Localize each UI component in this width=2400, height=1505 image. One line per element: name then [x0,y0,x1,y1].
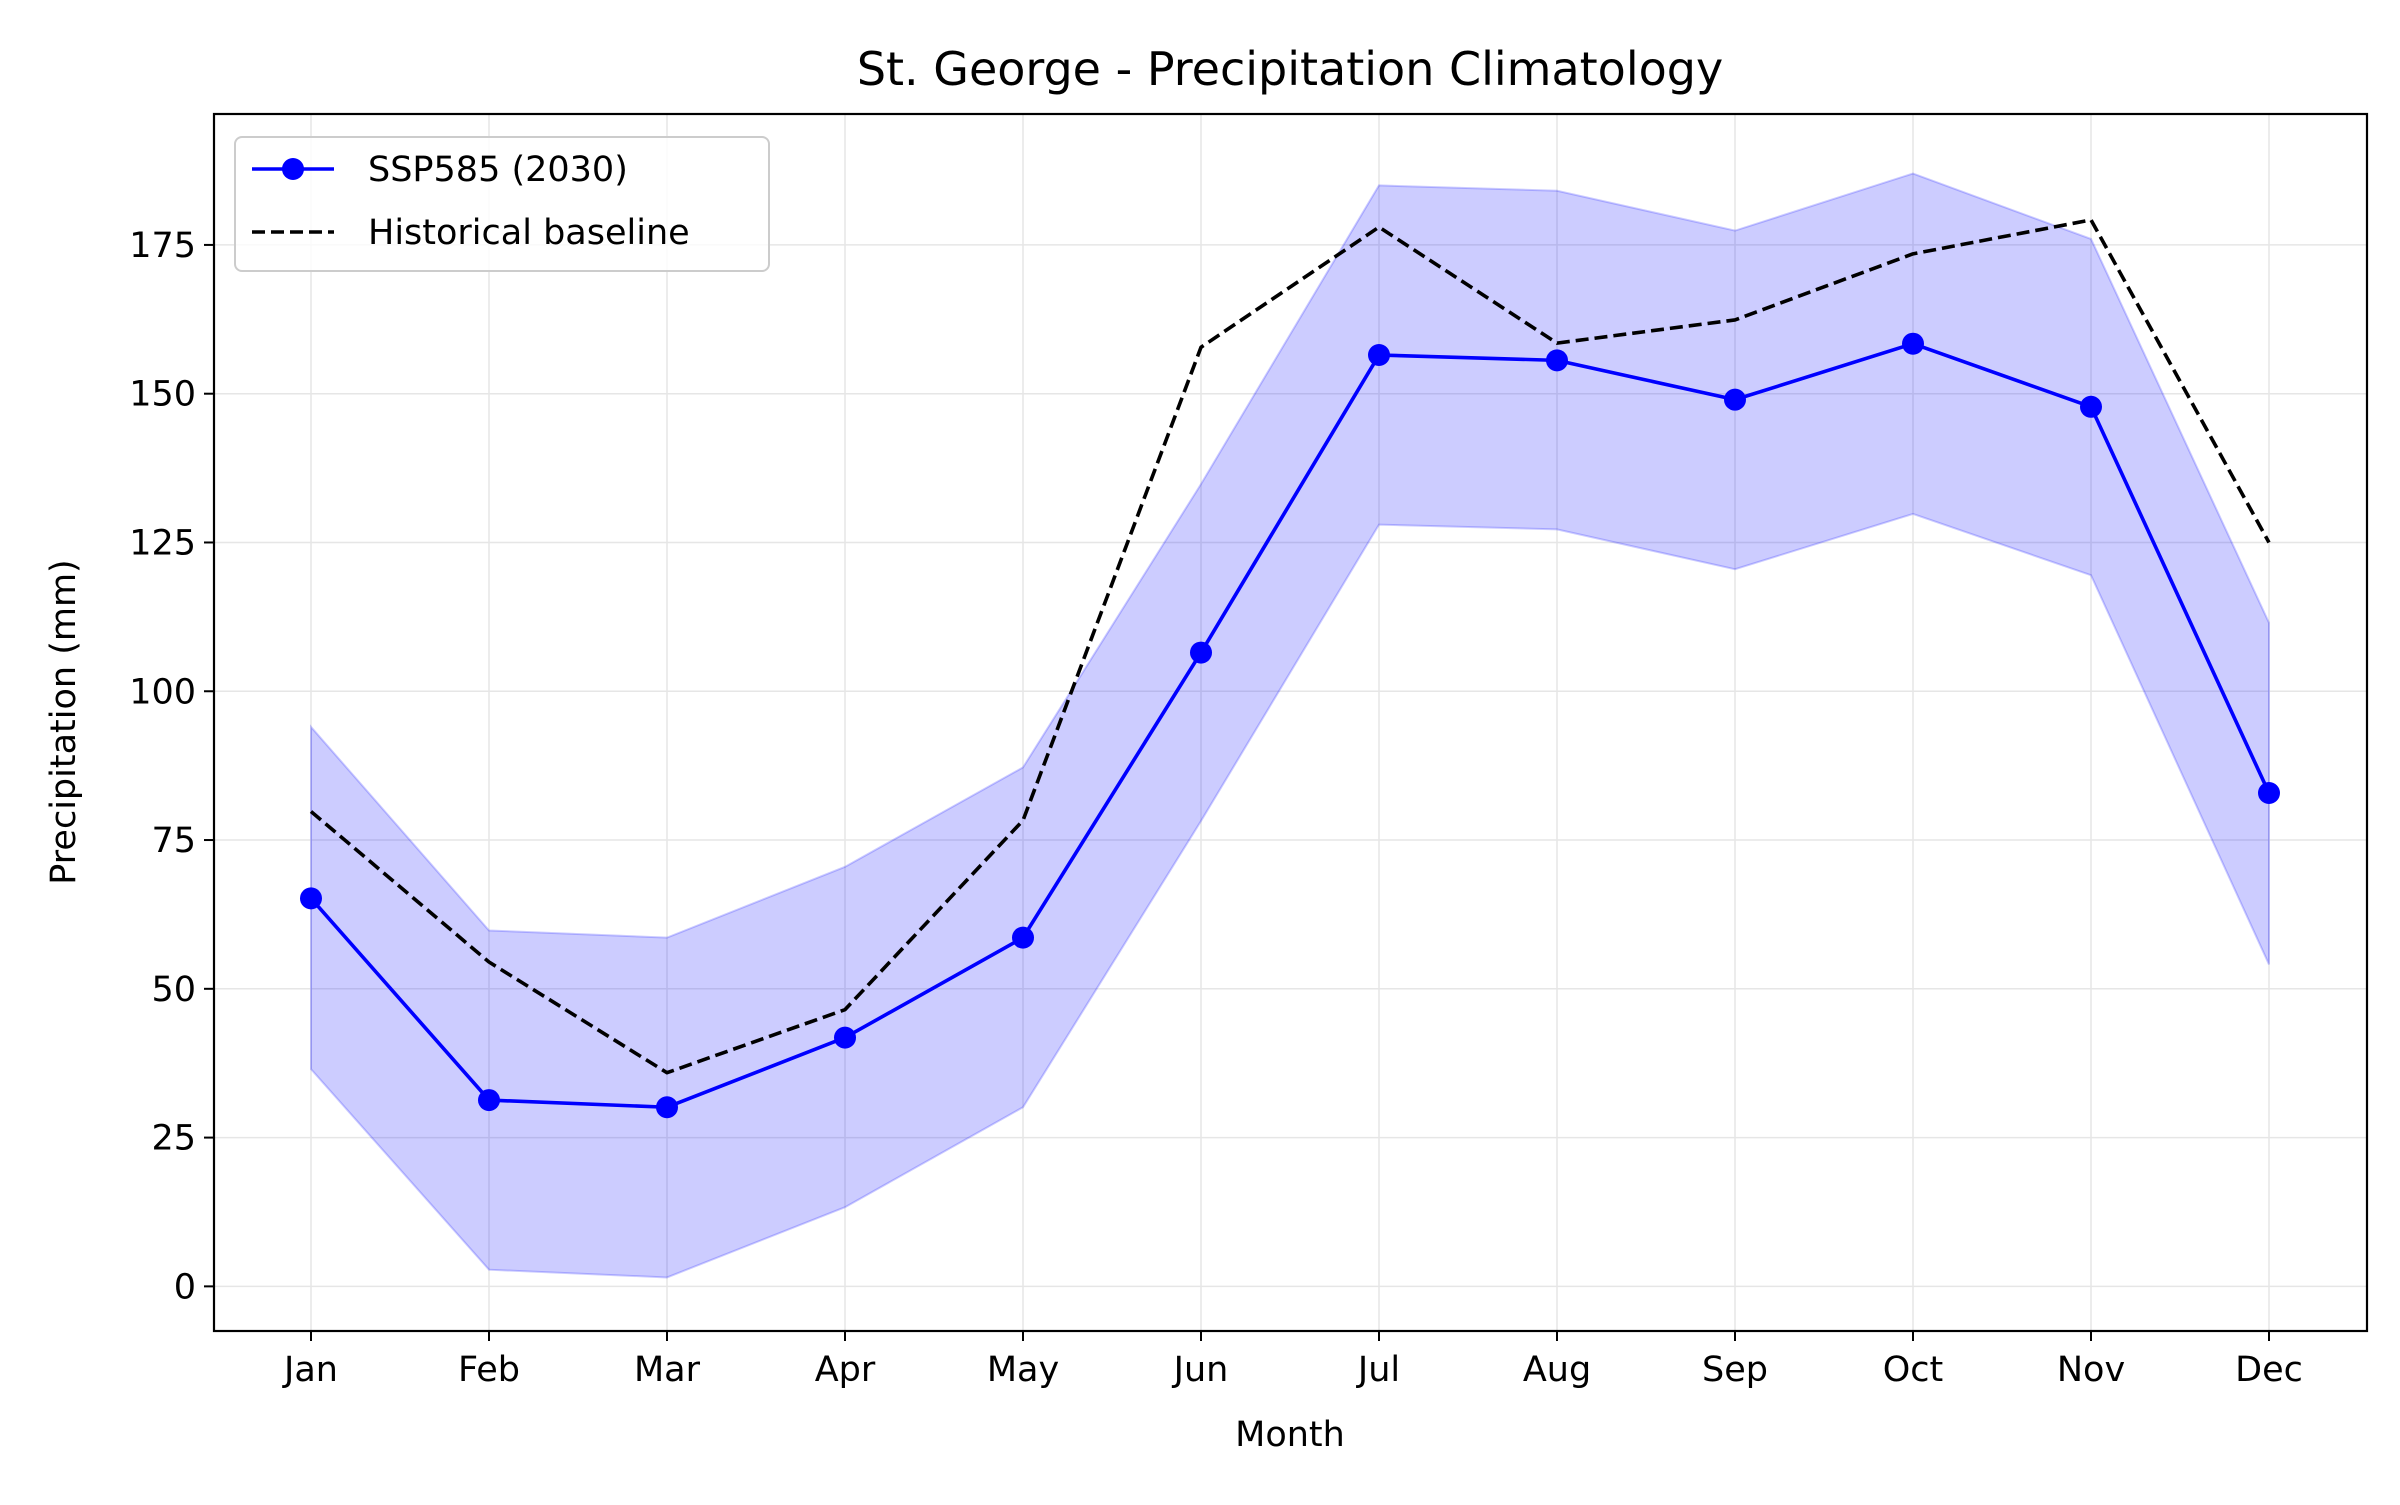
x-tick-label: Mar [634,1350,701,1390]
data-point-ssp585-2030-oct [1902,332,1924,355]
y-tick-label: 0 [174,1267,196,1307]
y-tick-label: 100 [129,672,196,712]
x-tick-label: Feb [458,1350,520,1390]
legend: SSP585 (2030) Historical baseline [234,136,770,272]
x-tick-label: Apr [815,1350,876,1390]
x-tick-label: Jun [1172,1350,1229,1390]
y-tick-label: 125 [129,523,196,563]
legend-label-ssp585: SSP585 (2030) [368,150,628,190]
y-axis-label: Precipitation (mm) [44,559,84,884]
series-line-historical-baseline [309,218,2271,1075]
chart-title: St. George - Precipitation Climatology [857,42,1723,96]
data-point-ssp585-2030-may [1012,926,1034,949]
legend-box [234,136,770,272]
data-point-ssp585-2030-sep [1724,388,1746,411]
band-area [310,172,2270,1279]
data-point-ssp585-2030-aug [1546,349,1568,372]
x-tick-label: Aug [1523,1350,1591,1390]
x-tick-label: Nov [2057,1350,2125,1390]
x-tick-label: Dec [2235,1350,2303,1390]
x-tick-label: Oct [1883,1350,1944,1390]
y-axis: 0 25 50 75 100 125 150 175 [129,226,214,1307]
x-tick-label: May [987,1350,1059,1390]
data-point-ssp585-2030-feb [478,1089,500,1112]
y-tick-label: 175 [129,226,196,266]
data-point-ssp585-2030-dec [2258,782,2280,805]
data-point-ssp585-2030-nov [2080,395,2102,418]
y-tick-label: 25 [151,1119,196,1159]
data-point-ssp585-2030-jul [1368,344,1390,367]
x-axis: Jan Feb Mar Apr May Jun Jul Aug Sep Oct Nov Dec [282,1331,2303,1390]
uncertainty-band [310,172,2270,1279]
y-tick-label: 75 [151,821,196,861]
grid [214,114,2367,1331]
data-point-ssp585-2030-apr [834,1026,856,1049]
x-tick-label: Sep [1702,1350,1768,1390]
series-line-ssp585-2030 [309,341,2271,1110]
x-axis-label: Month [1235,1415,1345,1455]
y-tick-label: 50 [151,970,196,1010]
legend-label-historical: Historical baseline [368,213,690,253]
x-tick-label: Jul [1356,1350,1400,1390]
plot-frame [212,112,2369,1333]
x-tick-label: Jan [282,1350,338,1390]
y-tick-label: 150 [129,375,196,415]
data-point-ssp585-2030-jun [1190,641,1212,664]
legend-marker-ssp585 [282,158,304,180]
data-point-ssp585-2030-jan [300,887,322,910]
data-point-ssp585-2030-mar [656,1096,678,1119]
series-lines [300,218,2280,1119]
